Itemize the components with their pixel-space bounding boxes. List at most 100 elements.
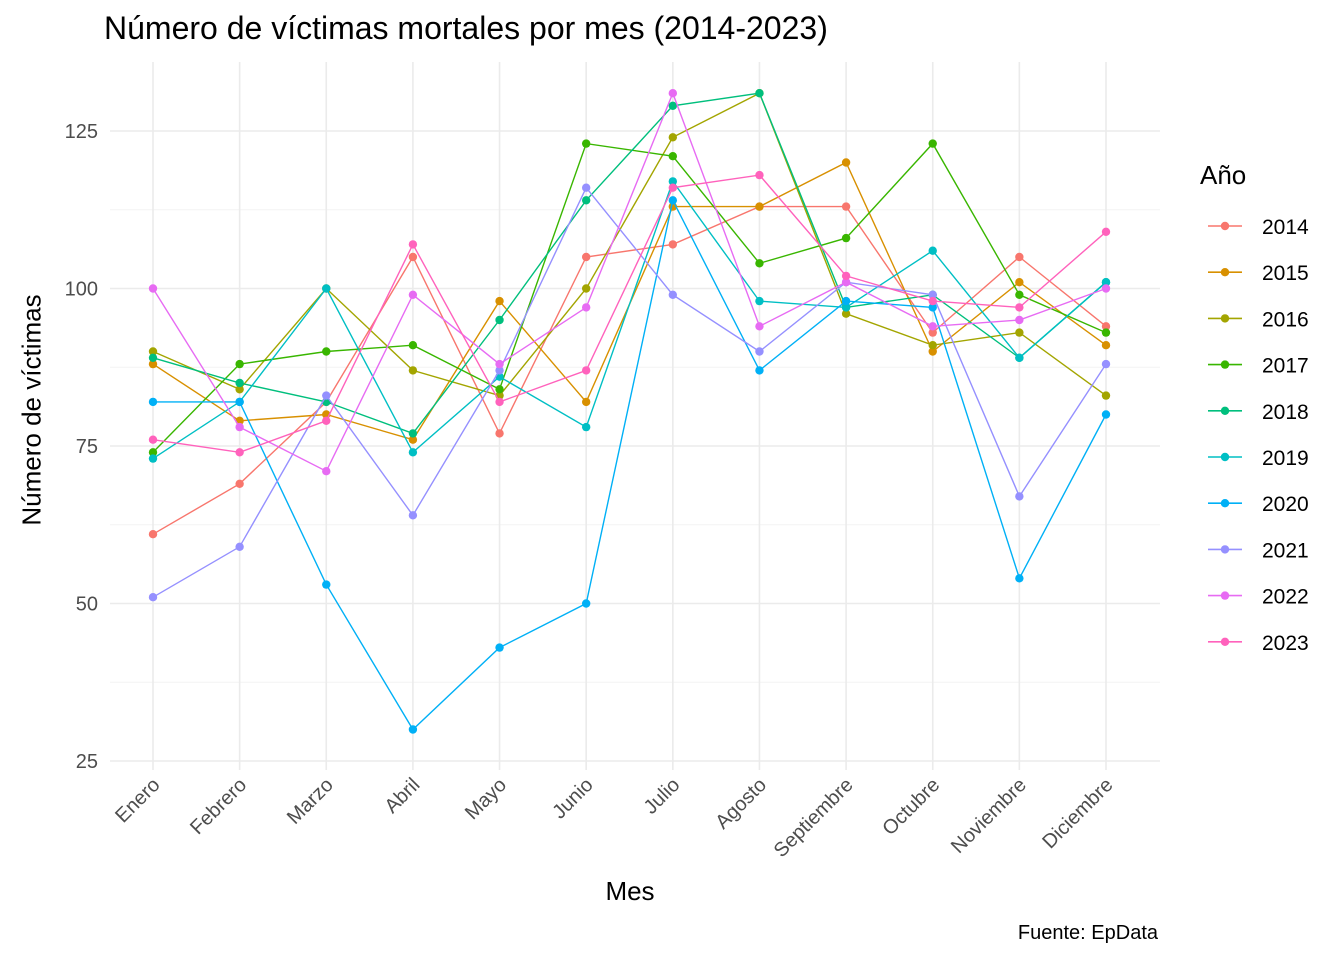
data-point [928, 296, 937, 306]
data-point [841, 202, 851, 211]
data-point [408, 290, 418, 299]
data-point [408, 448, 418, 457]
legend-label: 2020 [1262, 493, 1309, 516]
data-point [1101, 410, 1111, 419]
x-axis-label: Mes [605, 876, 655, 906]
legend-label: 2017 [1262, 355, 1309, 378]
data-point [928, 290, 937, 299]
series-line [153, 198, 1107, 731]
data-point [581, 284, 591, 293]
data-point [408, 252, 418, 262]
series-2018 [148, 89, 1111, 438]
legend-key-point [1220, 268, 1230, 277]
series-2017 [148, 139, 1111, 457]
data-point [408, 429, 418, 438]
legend-key-point [1220, 314, 1230, 323]
legend-key-point [1220, 360, 1230, 369]
data-point [1101, 322, 1111, 331]
data-point [235, 397, 244, 407]
series-line [152, 142, 1107, 453]
data-point [1015, 328, 1024, 337]
legend-label: 2023 [1262, 632, 1309, 655]
x-tick-label: Mayo [461, 774, 511, 824]
data-point [148, 397, 158, 407]
series-line [152, 186, 1107, 598]
data-point [235, 479, 244, 488]
legend-item-2015: 2015 [1208, 262, 1309, 285]
legend-item-2017: 2017 [1208, 355, 1309, 378]
data-point [581, 252, 591, 262]
data-point [841, 158, 851, 167]
data-point [1101, 341, 1111, 350]
data-point [668, 101, 678, 111]
data-point [495, 397, 504, 407]
data-point [495, 296, 504, 306]
data-point [755, 170, 764, 180]
data-point [841, 233, 851, 243]
data-point [668, 89, 678, 98]
legend-title: Año [1200, 160, 1247, 190]
data-point [1015, 252, 1024, 262]
legend-item-2023: 2023 [1208, 632, 1309, 655]
data-point [148, 435, 158, 444]
legend-item-2020: 2020 [1208, 493, 1309, 516]
data-point [1015, 278, 1024, 287]
data-point [235, 542, 244, 551]
legend-key-point [1220, 637, 1230, 646]
data-point [928, 139, 937, 148]
data-point [322, 391, 331, 400]
grid [110, 62, 1160, 770]
data-point [408, 341, 418, 350]
data-point [581, 422, 591, 432]
y-axis-label: Número de víctimas [16, 294, 47, 526]
x-tick-label: Julio [640, 774, 685, 819]
data-point [755, 296, 764, 306]
data-point [668, 196, 678, 205]
axes: 25 50 75 100 125 Enero Febrero Marzo Abril Mayo Ju… [65, 121, 1118, 862]
series-line [152, 205, 1107, 535]
data-point [408, 366, 418, 375]
data-point [668, 290, 678, 299]
data-point [495, 643, 504, 652]
data-point [581, 599, 591, 608]
series-line [152, 174, 1107, 454]
series-2014 [148, 202, 1111, 539]
data-point [928, 328, 937, 337]
legend-label: 2019 [1262, 447, 1309, 470]
chart-title: Número de víctimas mortales por mes (201… [104, 10, 828, 46]
data-point [1015, 492, 1024, 501]
legend-item-2021: 2021 [1208, 539, 1309, 562]
data-point [668, 133, 678, 142]
legend-item-2016: 2016 [1208, 308, 1309, 331]
data-point [755, 259, 764, 268]
y-tick-label: 25 [76, 751, 98, 773]
y-tick-label: 100 [65, 279, 98, 301]
data-point [1101, 391, 1111, 400]
data-point [581, 139, 591, 148]
data-point [408, 240, 418, 249]
series-2020 [148, 196, 1111, 734]
data-point [148, 347, 158, 356]
data-point [755, 89, 764, 98]
data-point [495, 315, 504, 325]
data-point [408, 435, 418, 444]
data-point [322, 580, 331, 589]
data-point [1015, 574, 1024, 583]
x-tick-label: Diciembre [1038, 774, 1117, 853]
series-line [152, 92, 1107, 397]
data-point [668, 240, 678, 249]
data-point [755, 347, 764, 356]
data-point [408, 725, 418, 734]
data-point [1101, 359, 1111, 369]
data-point [668, 152, 678, 161]
data-point [1015, 303, 1024, 312]
data-point [581, 366, 591, 375]
data-point [1015, 290, 1024, 299]
legend-item-2019: 2019 [1208, 447, 1309, 470]
data-point [928, 322, 937, 331]
x-tick-label: Noviembre [947, 774, 1031, 858]
data-point [322, 416, 331, 425]
x-tick-label: Abril [381, 774, 425, 818]
legend-item-2018: 2018 [1208, 401, 1309, 424]
